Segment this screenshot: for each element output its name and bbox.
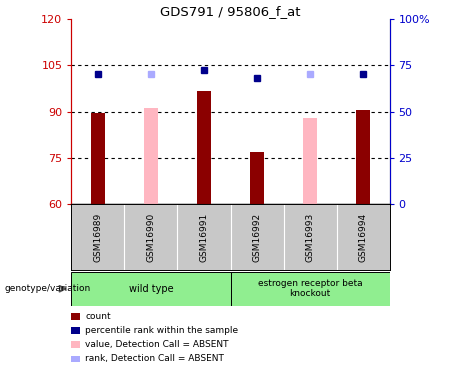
Bar: [250, 152, 264, 204]
Text: GSM16991: GSM16991: [200, 213, 208, 262]
Text: value, Detection Call = ABSENT: value, Detection Call = ABSENT: [85, 340, 229, 349]
Bar: [144, 108, 158, 204]
Text: GSM16990: GSM16990: [147, 213, 155, 262]
Bar: [303, 118, 317, 204]
Text: genotype/variation: genotype/variation: [5, 284, 91, 293]
Bar: [197, 92, 211, 204]
Text: wild type: wild type: [129, 284, 173, 294]
Text: count: count: [85, 312, 111, 321]
Text: percentile rank within the sample: percentile rank within the sample: [85, 326, 238, 335]
Text: GSM16994: GSM16994: [359, 213, 367, 262]
Text: GSM16989: GSM16989: [94, 213, 102, 262]
Bar: [356, 110, 370, 204]
Text: GSM16993: GSM16993: [306, 213, 314, 262]
Text: GSM16992: GSM16992: [253, 213, 261, 262]
Text: rank, Detection Call = ABSENT: rank, Detection Call = ABSENT: [85, 354, 224, 363]
Title: GDS791 / 95806_f_at: GDS791 / 95806_f_at: [160, 4, 301, 18]
Bar: [91, 113, 105, 204]
Bar: [71, 272, 230, 306]
Bar: [230, 272, 390, 306]
Text: estrogen receptor beta
knockout: estrogen receptor beta knockout: [258, 279, 362, 298]
